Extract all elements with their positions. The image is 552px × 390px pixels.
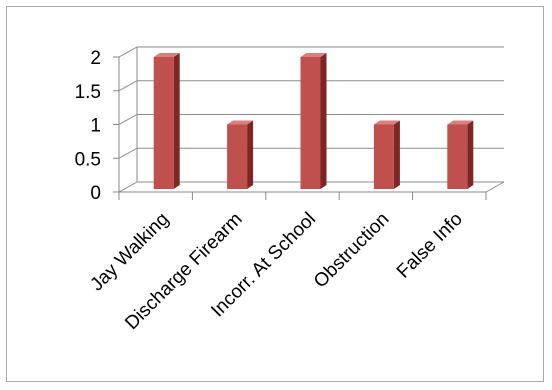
bar-front bbox=[153, 57, 174, 189]
bar bbox=[373, 120, 400, 189]
bar-front bbox=[373, 124, 394, 189]
y-tick-label: 2 bbox=[90, 48, 101, 69]
bar bbox=[153, 53, 180, 189]
bar-top bbox=[373, 120, 400, 125]
y-tick-label: 0 bbox=[90, 183, 101, 204]
bar-top bbox=[227, 120, 254, 125]
bar-side bbox=[393, 120, 400, 189]
bar-side bbox=[467, 120, 474, 189]
chart-frame: 0 0.5 1 1.5 2 Jay Walking Discharge Firearm In… bbox=[6, 6, 544, 382]
bar-front bbox=[227, 124, 248, 189]
bar-front bbox=[300, 57, 321, 189]
gridline-depth bbox=[118, 147, 138, 159]
y-tick-label: 0.5 bbox=[75, 149, 101, 170]
y-tick-label: 1.5 bbox=[75, 82, 101, 103]
bar-side bbox=[173, 53, 180, 189]
bar bbox=[227, 120, 254, 189]
gridline-depth bbox=[118, 181, 138, 193]
axes bbox=[113, 47, 505, 200]
bar-top bbox=[300, 53, 327, 57]
x-category-label: False Info bbox=[393, 209, 467, 283]
bar-side bbox=[320, 53, 327, 189]
bar-top bbox=[447, 120, 474, 125]
bar bbox=[447, 120, 474, 189]
x-category-label: Obstruction bbox=[310, 209, 394, 293]
bar-side bbox=[247, 120, 254, 189]
bar-front bbox=[447, 124, 468, 189]
gridline-depth bbox=[118, 46, 138, 58]
y-tick-label: 1 bbox=[90, 116, 101, 137]
y-tick-labels: 0 0.5 1 1.5 2 bbox=[75, 48, 101, 204]
bar-top bbox=[153, 53, 180, 57]
bars bbox=[153, 53, 474, 189]
gridline-depth bbox=[118, 80, 138, 92]
floor-edge bbox=[485, 181, 505, 193]
gridline-depth bbox=[118, 114, 138, 125]
bar bbox=[300, 53, 327, 189]
